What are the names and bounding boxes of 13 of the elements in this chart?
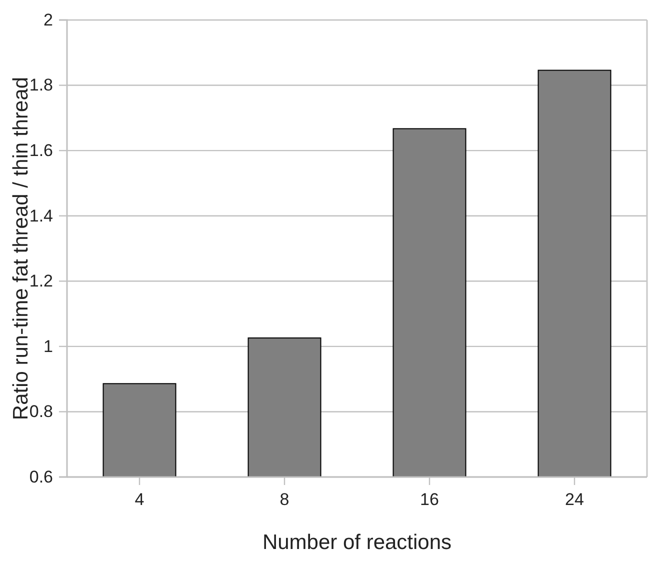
y-tick-label: 0.8 — [29, 402, 53, 422]
x-axis-title: Number of reactions — [262, 531, 452, 554]
y-tick-label: 0.6 — [29, 467, 53, 486]
x-tick-label: 24 — [565, 490, 584, 510]
y-tick-label: 1.6 — [29, 141, 53, 160]
y-tick-label: 1.2 — [29, 272, 53, 291]
x-tick-label: 4 — [134, 490, 144, 510]
x-tick-label: 8 — [280, 490, 290, 510]
y-tick-label: 2 — [44, 10, 53, 30]
y-tick-label: 1 — [44, 336, 53, 356]
y-tick-label: 1.8 — [29, 76, 53, 95]
y-tick-label: 1.4 — [29, 206, 53, 226]
x-tick-label: 16 — [420, 490, 439, 510]
